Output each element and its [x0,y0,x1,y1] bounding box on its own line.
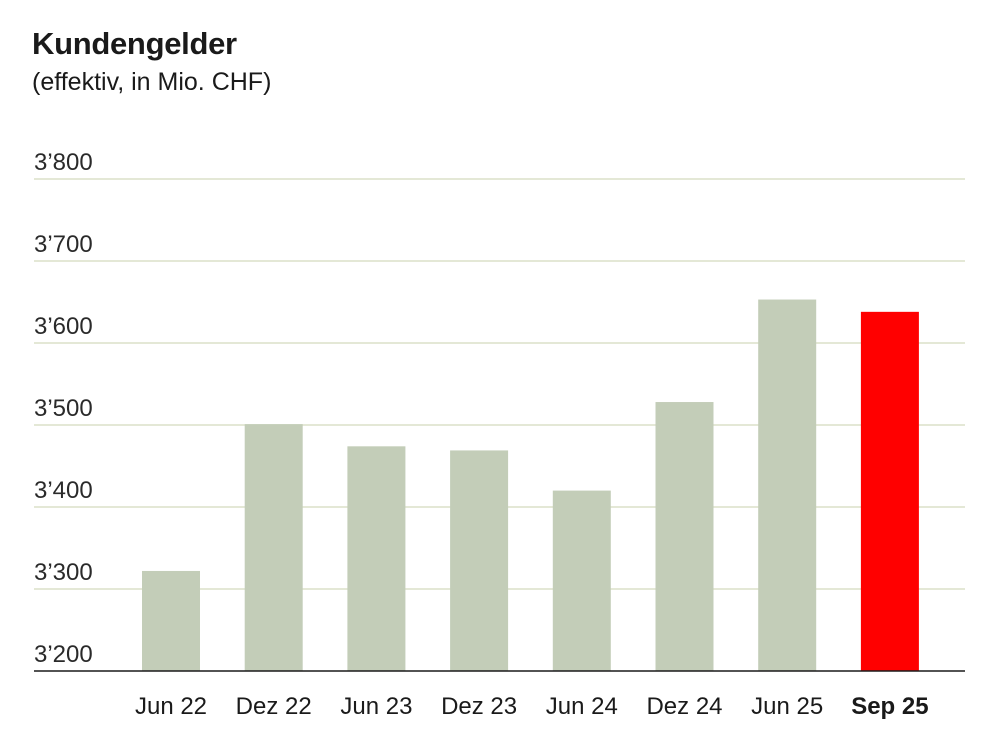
y-tick-label: 3’500 [34,395,93,422]
bar-jun-24 [552,490,611,671]
bar-jun-23 [347,446,406,671]
chart-subtitle: (effektiv, in Mio. CHF) [32,68,272,96]
x-tick-label: Jun 23 [340,693,412,720]
x-tick-label: Jun 25 [751,693,823,720]
x-tick-label: Sep 25 [851,693,928,720]
bar-sep-25 [860,311,919,671]
y-tick-label: 3’400 [34,477,93,504]
x-tick-label: Jun 24 [546,693,618,720]
bar-jun-22 [142,570,200,671]
x-tick-label: Dez 22 [236,693,312,720]
y-axis-ticks: 3’200 3’300 3’400 3’500 3’600 3’700 3’800 [34,149,93,668]
x-axis-ticks: Jun 22 Dez 22 Jun 23 Dez 23 Jun 24 Dez 24 Jun … [135,693,929,720]
bar-jun-25 [758,299,817,671]
x-tick-label: Dez 23 [441,693,517,720]
y-tick-label: 3’800 [34,149,93,176]
y-tick-label: 3’200 [34,641,93,668]
y-tick-label: 3’700 [34,231,93,258]
y-tick-label: 3’300 [34,559,93,586]
bar-dez-24 [655,402,714,671]
bars [142,299,919,671]
x-tick-label: Dez 24 [646,693,722,720]
x-tick-label: Jun 22 [135,693,207,720]
y-tick-label: 3’600 [34,313,93,340]
bar-dez-23 [450,450,509,671]
chart-title: Kundengelder [32,26,237,61]
bar-dez-22 [244,424,303,671]
